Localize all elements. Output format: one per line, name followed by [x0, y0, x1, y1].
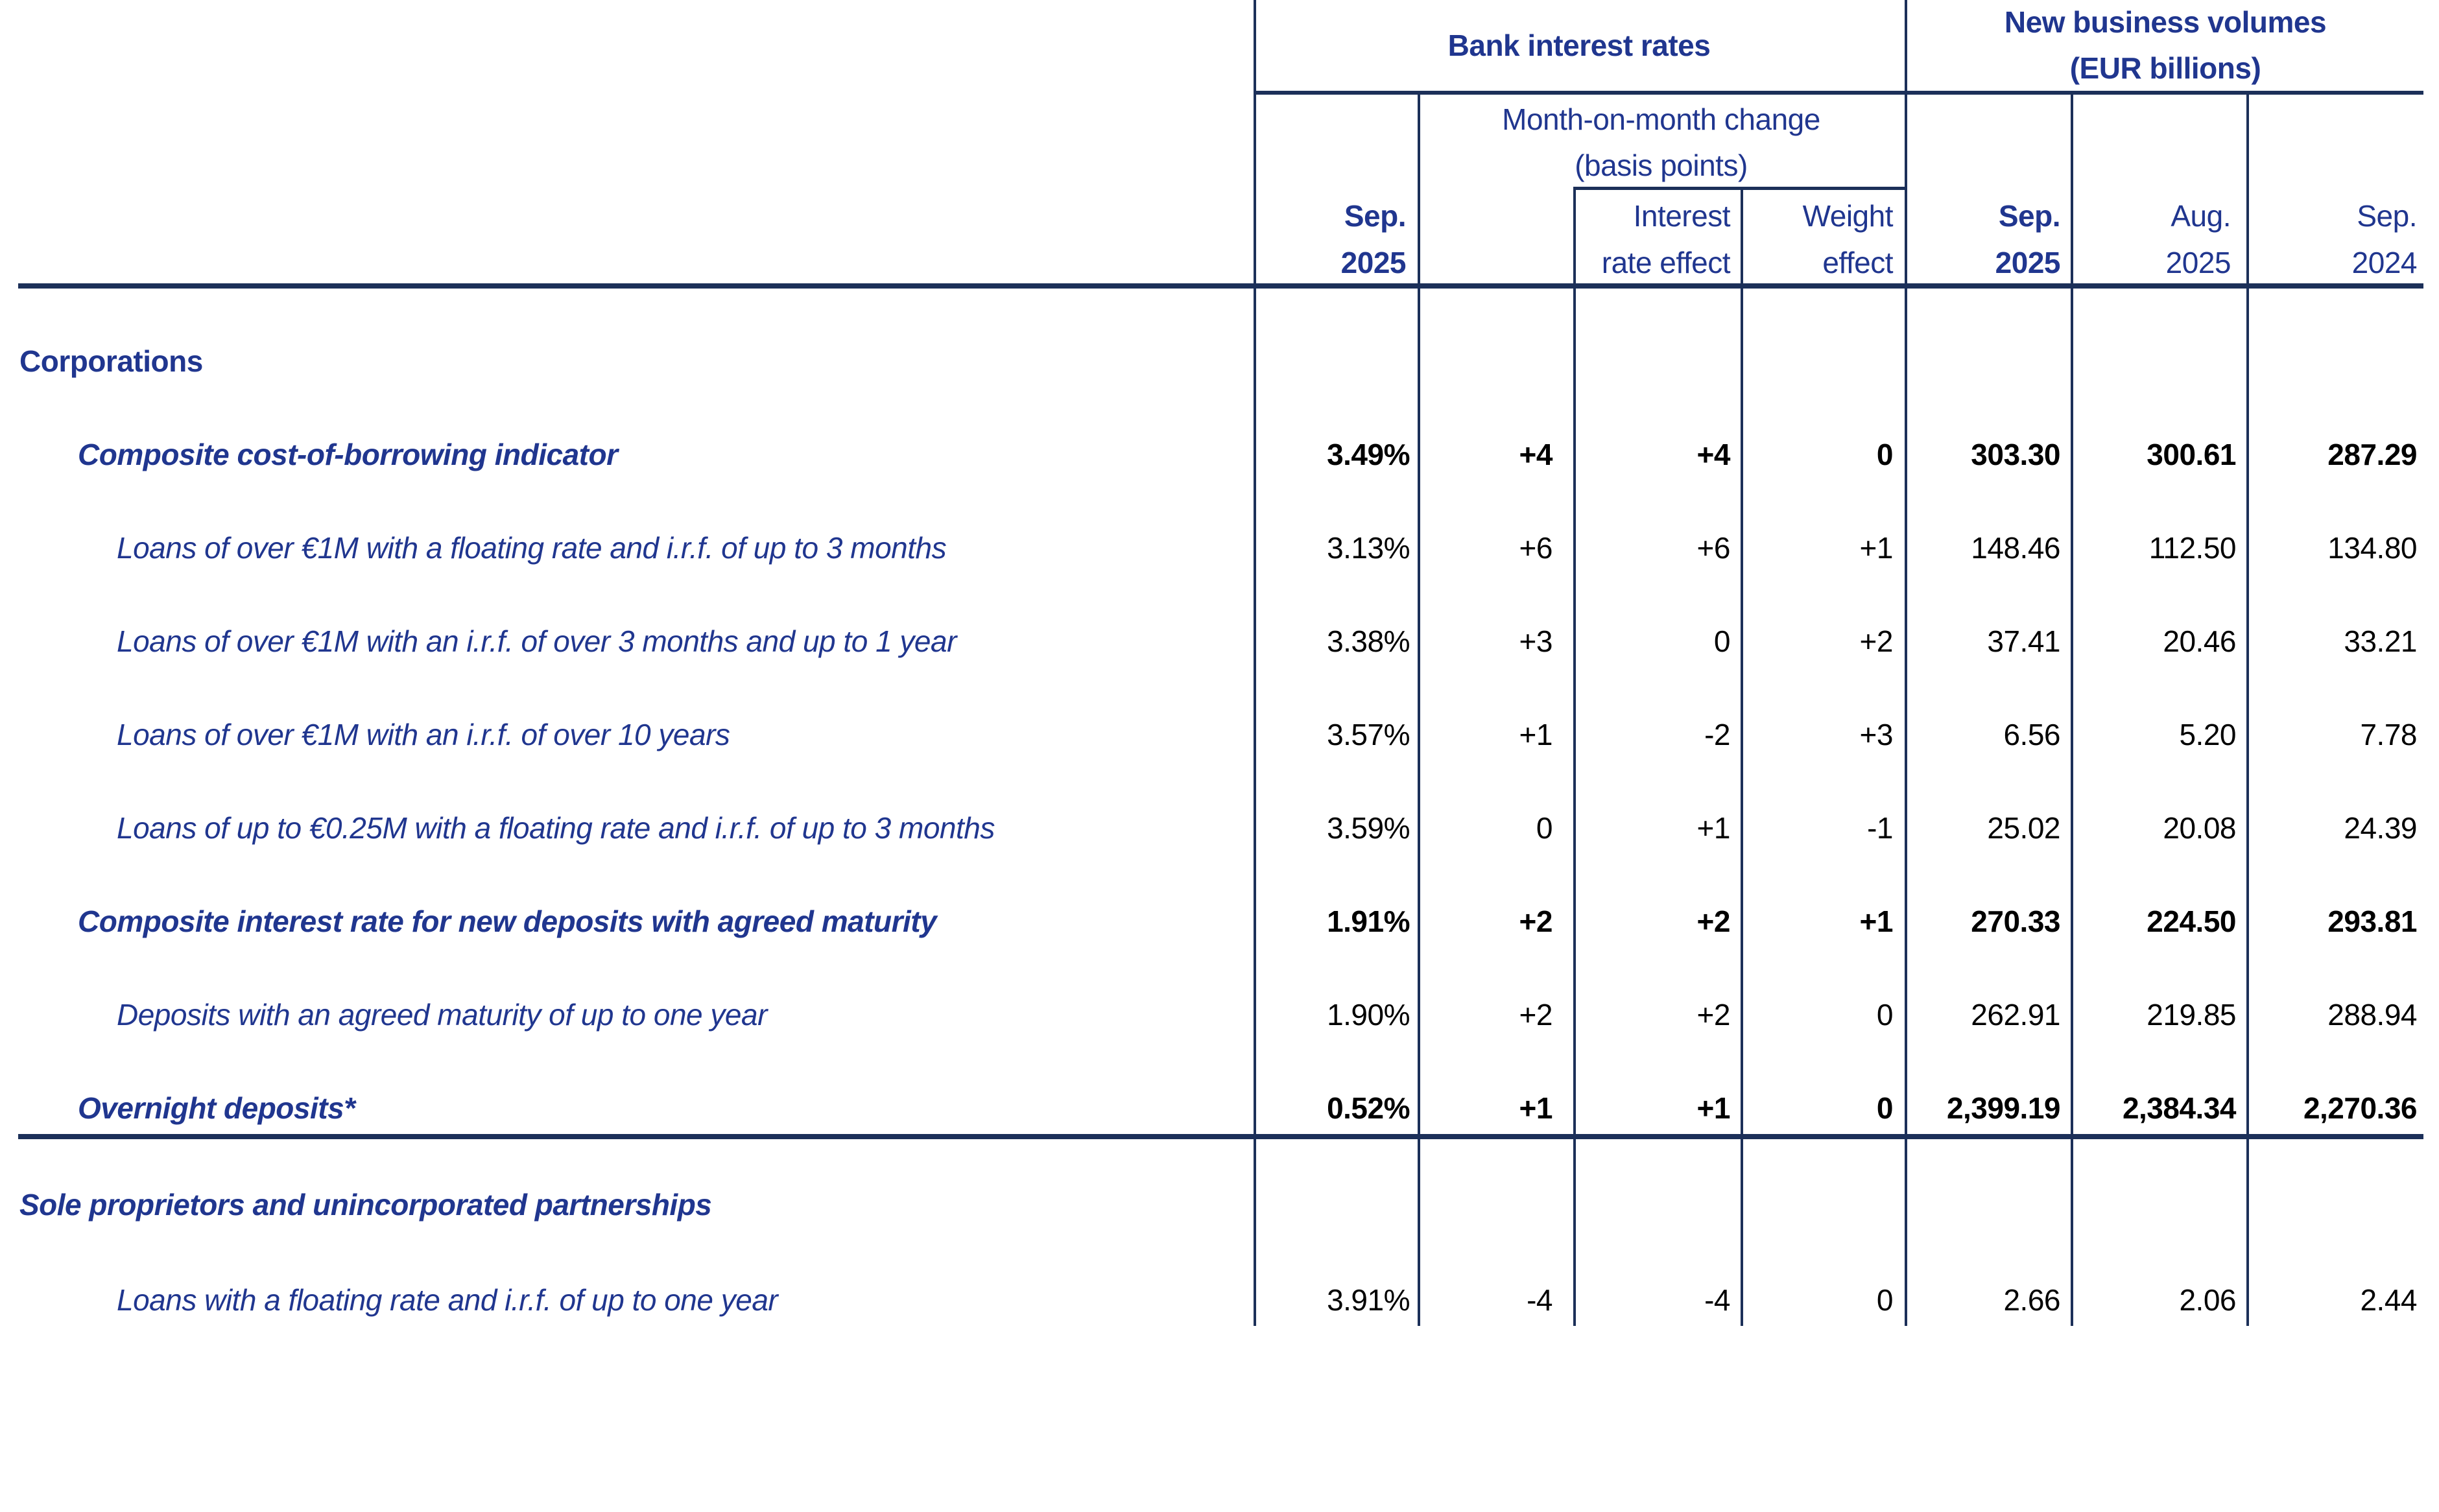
table-row-deposits-agreed-maturity-1yr: Deposits with an agreed maturity of up t… — [0, 968, 2423, 1061]
grid-line-vertical-mom-interest — [1573, 189, 1576, 1326]
bank-interest-rates-header: Bank interest rates — [1254, 0, 1905, 91]
grid-line-vertical-rate-mom — [1418, 93, 1420, 1326]
row-label: Loans of over €1M with a floating rate a… — [117, 531, 947, 565]
new-business-volumes-header: New business volumes (EUR billions) — [1907, 0, 2423, 91]
bank-interest-rates-title: Bank interest rates — [1447, 28, 1711, 62]
grid-line-vertical-interest-weight — [1741, 189, 1743, 1326]
table-row-overnight-deposits: Overnight deposits* 0.52% +1 +1 0 2,399.… — [0, 1061, 2423, 1155]
table-row-loans-over-1m-irf-3mo-1yr: Loans of over €1M with an i.r.f. of over… — [0, 595, 2423, 688]
row-label: Composite interest rate for new deposits… — [78, 904, 937, 938]
column-header-volume-aug-2025: Aug. 2025 — [2165, 199, 2231, 279]
mom-title-line1: Month-on-month change — [1502, 102, 1820, 136]
grid-line-vertical-group-boundary — [1905, 0, 1907, 1326]
row-label: Loans of up to €0.25M with a floating ra… — [117, 811, 995, 845]
grid-line-vertical-aug25-sep24 — [2246, 93, 2249, 1326]
row-label: Loans with a floating rate and i.r.f. of… — [117, 1283, 778, 1317]
nbv-title-line2: (EUR billions) — [2069, 51, 2261, 85]
row-label: Composite cost-of-borrowing indicator — [78, 438, 618, 471]
row-label: Deposits with an agreed maturity of up t… — [117, 998, 767, 1032]
column-header-volume-sep-2024: Sep. 2024 — [2351, 199, 2418, 279]
table-row-loans-floating-rate-1yr: Loans with a floating rate and i.r.f. of… — [0, 1253, 2423, 1347]
row-label: Sole proprietors and unincorporated part… — [19, 1188, 712, 1222]
column-header-interest-rate-effect: Interest rate effect — [1601, 199, 1731, 279]
grid-line-section-separator — [18, 1134, 2423, 1139]
grid-line-under-column-headers — [18, 283, 2423, 289]
column-header-volume-sep-2025: Sep. 2025 — [1995, 199, 2061, 279]
row-label: Overnight deposits* — [78, 1091, 355, 1125]
row-label: Loans of over €1M with an i.r.f. of over… — [117, 624, 957, 658]
nbv-title-line1: New business volumes — [2004, 5, 2327, 39]
table-row-loans-over-1m-floating-3mo: Loans of over €1M with a floating rate a… — [0, 501, 2423, 595]
table-row-corporations: Corporations — [0, 314, 2423, 408]
row-label: Loans of over €1M with an i.r.f. of over… — [117, 718, 730, 751]
grid-line-vertical-label-boundary — [1254, 0, 1256, 1326]
mom-title-line2: (basis points) — [1575, 148, 1748, 182]
month-on-month-change-header: Month-on-month change (basis points) — [1418, 97, 1905, 188]
grid-line-under-basis-points — [1573, 187, 1907, 190]
table-row-loans-up-to-025m: Loans of up to €0.25M with a floating ra… — [0, 781, 2423, 875]
column-header-weight-effect: Weight effect — [1802, 199, 1894, 279]
column-header-rate-sep-2025: Sep. 2025 — [1340, 199, 1407, 279]
table-row-composite-deposit-rate: Composite interest rate for new deposits… — [0, 875, 2423, 968]
grid-line-under-group-headers — [1254, 91, 2423, 95]
table-row-sole-proprietors: Sole proprietors and unincorporated part… — [0, 1158, 2423, 1251]
table-row-loans-over-1m-irf-10yr: Loans of over €1M with an i.r.f. of over… — [0, 688, 2423, 781]
table-row-composite-cost-of-borrowing: Composite cost-of-borrowing indicator 3.… — [0, 408, 2423, 501]
row-label: Corporations — [19, 344, 203, 378]
grid-line-vertical-sep25-aug25 — [2071, 93, 2073, 1326]
